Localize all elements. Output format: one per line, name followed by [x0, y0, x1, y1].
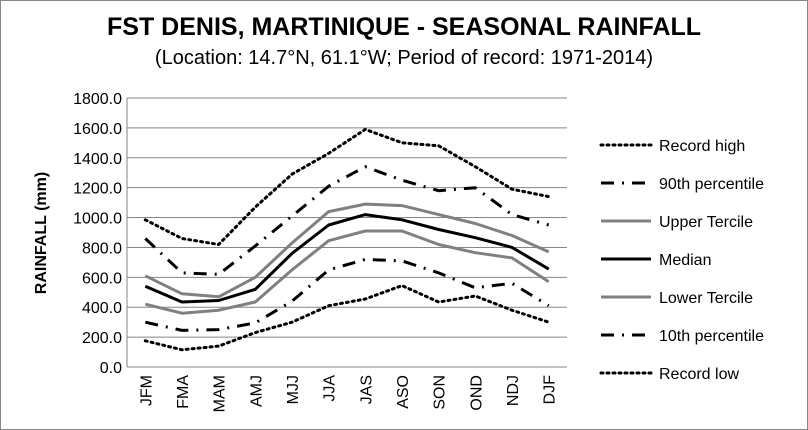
chart-subtitle: (Location: 14.7°N, 61.1°W; Period of rec… [155, 47, 653, 69]
legend-label-median: Median [659, 252, 711, 269]
x-axis-ticks: JFM FMA MAM AMJ MJJ JJA JAS ASO SON OND NDJ DJF [138, 375, 558, 413]
x-tick-label: NDJ [505, 375, 522, 406]
legend-label-90th-percentile: 90th percentile [659, 176, 764, 193]
legend-label-record-low: Record low [659, 366, 739, 383]
x-tick-label: JAS [358, 375, 375, 404]
x-tick-label: ASO [395, 375, 412, 409]
series-line-median [144, 213, 550, 304]
x-tick-label: FMA [175, 375, 192, 409]
y-tick-label: 0.0 [100, 360, 122, 377]
legend: Record high 90th percentile Upper Tercile M… [599, 138, 764, 383]
x-tick-label: AMJ [248, 375, 265, 407]
y-axis-ticks: 0.0 200.0 400.0 600.0 800.0 1000.0 1200.0 1400.… [73, 91, 122, 377]
series-line-record-low [143, 284, 551, 352]
gridlines [126, 97, 567, 368]
chart-title: FST DENIS, MARTINIQUE - SEASONAL RAINFAL… [107, 13, 701, 41]
y-tick-label: 1400.0 [73, 151, 122, 168]
x-tick-label: JFM [138, 375, 155, 406]
y-tick-label: 800.0 [82, 240, 122, 257]
y-tick-label: 400.0 [82, 300, 122, 317]
y-tick-label: 1200.0 [73, 181, 122, 198]
x-tick-label: JJA [322, 375, 339, 402]
x-tick-label: DJF [542, 375, 559, 405]
series-lines [143, 127, 551, 352]
series-line-record-high [143, 127, 551, 246]
series-line-upper-tercile [144, 202, 550, 299]
x-tick-label: MAM [212, 375, 229, 412]
y-tick-label: 1800.0 [73, 91, 122, 108]
series-line-90th-percentile [144, 165, 550, 276]
legend-label-upper-tercile: Upper Tercile [659, 214, 753, 231]
legend-label-10th-percentile: 10th percentile [659, 328, 764, 345]
series-line-10th-percentile [144, 257, 550, 332]
series-line-lower-tercile [144, 229, 550, 315]
legend-label-record-high: Record high [659, 138, 745, 155]
y-tick-label: 1600.0 [73, 121, 122, 138]
x-tick-label: SON [432, 375, 449, 410]
legend-label-lower-tercile: Lower Tercile [659, 290, 753, 307]
y-tick-label: 600.0 [82, 270, 122, 287]
y-axis-label: RAINFALL (mm) [33, 172, 50, 294]
x-tick-label: OND [468, 375, 485, 411]
y-tick-label: 1000.0 [73, 211, 122, 228]
x-tick-label: MJJ [285, 375, 302, 404]
y-tick-label: 200.0 [82, 330, 122, 347]
